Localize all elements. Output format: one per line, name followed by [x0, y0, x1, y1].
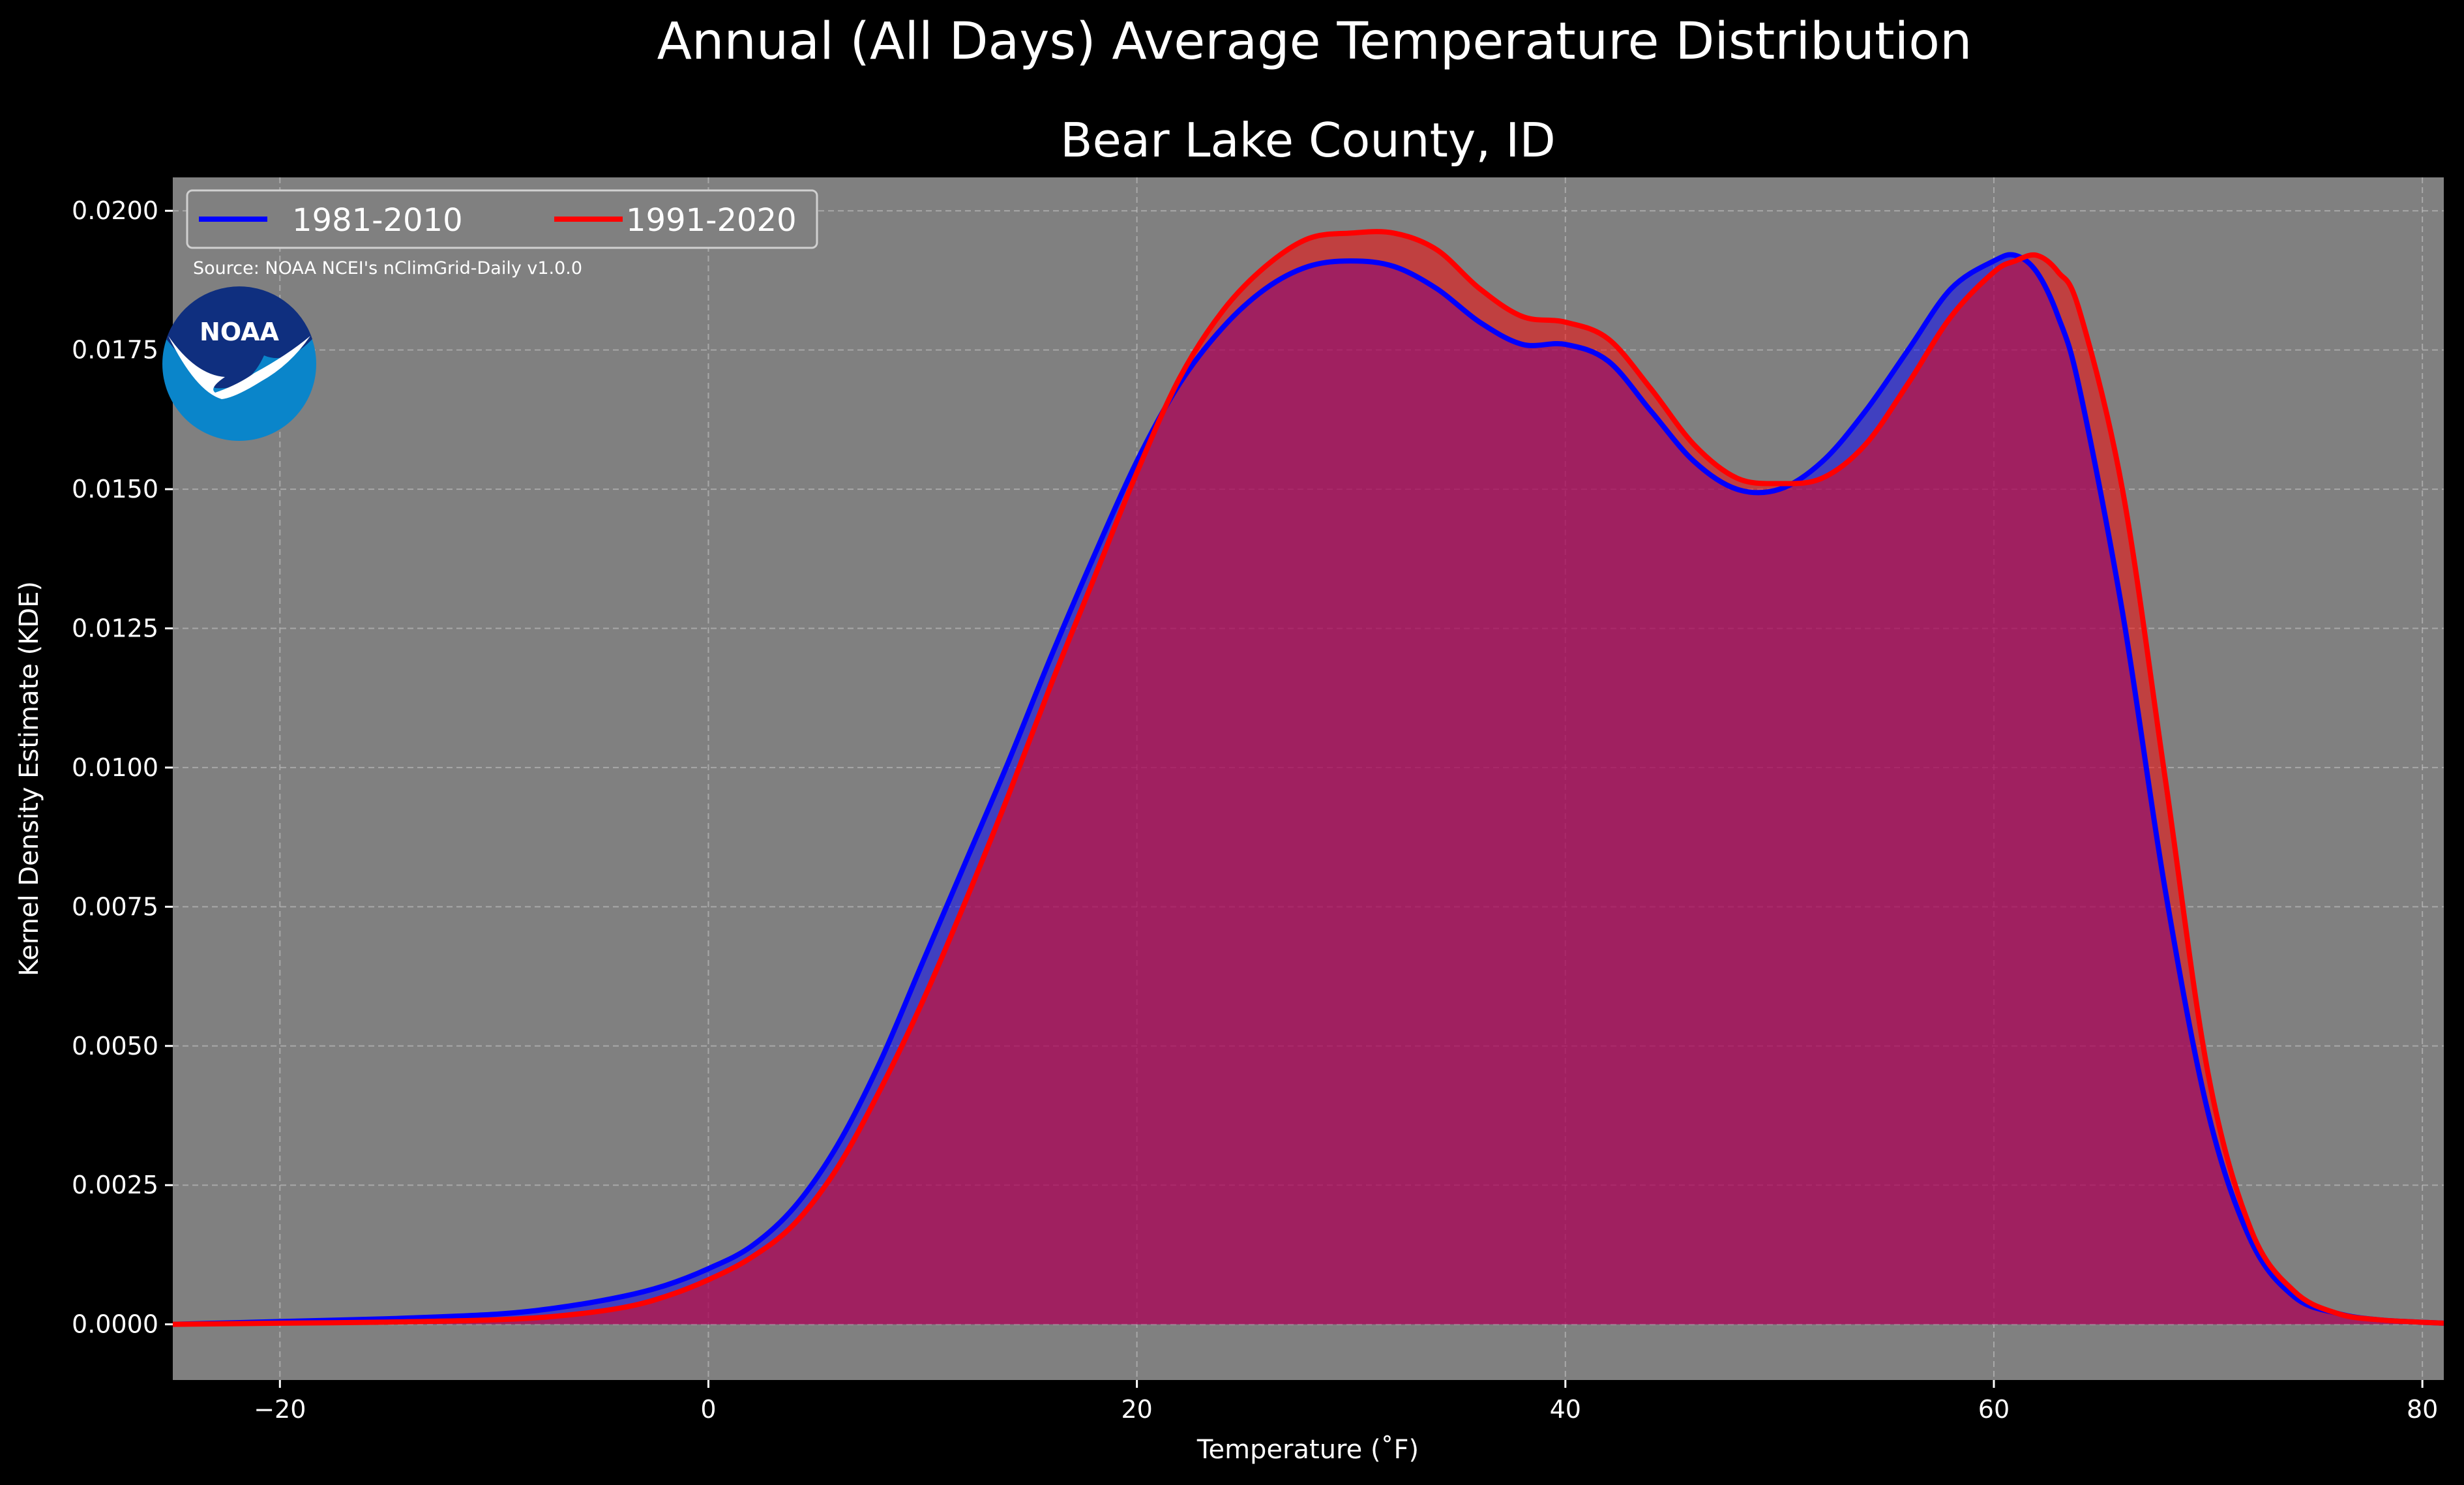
x-tick-label: 20 [1121, 1395, 1152, 1424]
legend-box [186, 189, 818, 249]
x-tick-label: 0 [700, 1395, 716, 1424]
noaa-logo-icon: NOAA [162, 286, 316, 441]
y-tick-label: 0.0000 [72, 1310, 158, 1339]
y-tick-label: 0.0200 [72, 196, 158, 225]
x-tick-label: 60 [1978, 1395, 2010, 1424]
legend: 1981-2010 1991-2020 [186, 189, 818, 249]
x-tick-label: −20 [254, 1395, 306, 1424]
plot-series [173, 229, 2444, 1327]
x-axis-label: Temperature (˚F) [1196, 1435, 1419, 1465]
chart-subtitle: Bear Lake County, ID [1060, 113, 1556, 168]
y-tick-label: 0.0100 [72, 753, 158, 782]
y-tick-label: 0.0025 [72, 1171, 158, 1199]
y-tick-label: 0.0050 [72, 1032, 158, 1060]
legend-label-1991-2020: 1991-2020 [626, 202, 797, 239]
source-note: Source: NOAA NCEI's nClimGrid-Daily v1.0… [193, 258, 582, 278]
y-tick-label: 0.0175 [72, 336, 158, 365]
x-tick-label: 40 [1550, 1395, 1581, 1424]
area-1991-2020 [173, 232, 2444, 1325]
y-tick-label: 0.0150 [72, 475, 158, 503]
noaa-logo-text: NOAA [200, 318, 279, 346]
series-line-1981-2010 [173, 252, 2444, 1327]
y-tick-label: 0.0125 [72, 614, 158, 643]
y-tick-label: 0.0075 [72, 892, 158, 921]
axis-ticks: −20 0 20 40 60 80 0.0000 0.0025 0.0050 0.0075 0.01… [72, 196, 2438, 1424]
x-tick-label: 80 [2407, 1395, 2438, 1424]
series-line-1991-2020 [173, 229, 2444, 1327]
chart-title: Annual (All Days) Average Temperature Di… [657, 12, 1972, 71]
legend-label-1981-2010: 1981-2010 [292, 202, 463, 239]
y-axis-label: Kernel Density Estimate (KDE) [14, 581, 44, 976]
